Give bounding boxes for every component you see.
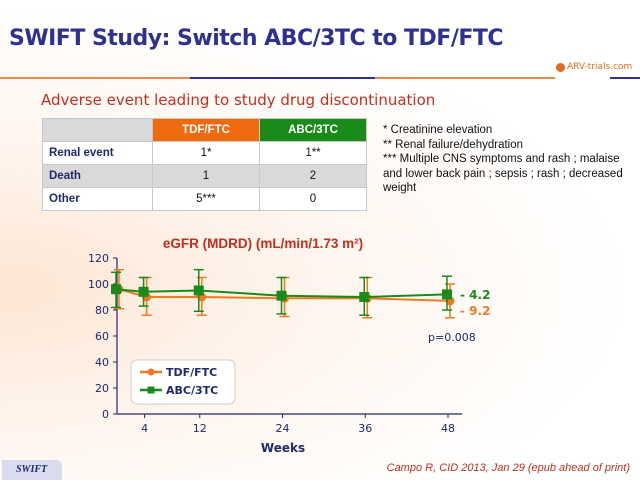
data-point xyxy=(193,285,204,296)
x-tick-label: 36 xyxy=(358,422,372,435)
cell: 5*** xyxy=(152,187,260,211)
table-row: Death 1 2 xyxy=(42,164,367,188)
data-point xyxy=(359,292,370,302)
x-tick-label: 4 xyxy=(141,422,148,435)
footnote: * Creatinine elevation xyxy=(383,124,493,136)
y-tick-label: 120 xyxy=(88,252,109,265)
x-axis-label: Weeks xyxy=(261,441,305,455)
logo-icon xyxy=(556,62,565,72)
data-point xyxy=(111,284,121,295)
cell: 0 xyxy=(259,187,367,211)
section-heading: Adverse event leading to study drug disc… xyxy=(41,91,436,109)
legend-label: TDF/FTC xyxy=(166,366,217,379)
footnote: ** Renal failure/dehydration xyxy=(383,138,524,151)
divider xyxy=(610,77,640,79)
logo: ARV-trials.com xyxy=(556,62,632,72)
y-tick-label: 40 xyxy=(95,356,109,369)
y-tick-label: 0 xyxy=(102,408,109,421)
y-tick-label: 60 xyxy=(95,330,109,343)
slide-title: SWIFT Study: Switch ABC/3TC to TDF/FTC xyxy=(9,26,504,51)
legend: TDF/FTC ABC/3TC xyxy=(130,359,236,405)
data-point xyxy=(276,290,287,301)
end-label: - 4.2 xyxy=(460,288,490,302)
logo-text: ARV-trials.com xyxy=(567,62,633,72)
data-point xyxy=(138,286,149,297)
legend-label: ABC/3TC xyxy=(166,384,218,397)
x-tick-label: 12 xyxy=(193,422,207,435)
divider xyxy=(375,77,555,79)
x-tick-label: 24 xyxy=(276,422,290,435)
legend-marker-tdf xyxy=(147,368,155,376)
cell: 2 xyxy=(259,164,367,188)
footnote: *** Multiple CNS symptoms and rash ; mal… xyxy=(383,153,623,194)
header-cell: TDF/FTC xyxy=(152,118,260,142)
y-tick-label: 100 xyxy=(88,278,109,291)
cell: 1** xyxy=(259,141,367,165)
data-point xyxy=(442,289,452,300)
adverse-events-table: TDF/FTC ABC/3TC Renal event 1* 1** Death… xyxy=(42,118,367,211)
end-label: - 9.2 xyxy=(460,304,490,318)
table-row: Other 5*** 0 xyxy=(42,187,367,211)
chart-title: eGFR (MDRD) (mL/min/1.73 m²) xyxy=(163,236,363,251)
p-value-annotation: p=0.008 xyxy=(428,331,476,344)
legend-marker-abc xyxy=(147,386,155,394)
divider xyxy=(190,77,375,79)
y-tick-label: 80 xyxy=(95,304,109,317)
footnotes: * Creatinine elevation ** Renal failure/… xyxy=(383,123,633,196)
divider xyxy=(0,77,190,79)
header-cell xyxy=(42,118,153,142)
footer-tag: SWIFT xyxy=(2,460,62,480)
x-tick-label: 48 xyxy=(441,422,455,435)
y-tick-label: 20 xyxy=(95,382,109,395)
row-label: Other xyxy=(42,187,153,211)
citation: Campo R, CID 2013, Jan 29 (epub ahead of… xyxy=(386,462,630,474)
